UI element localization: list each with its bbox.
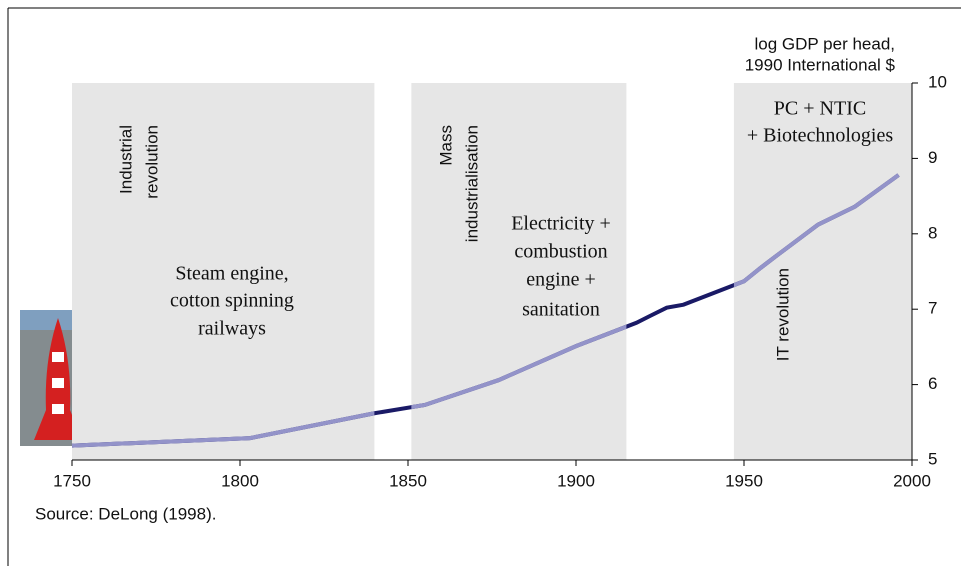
x-tick-label: 1800: [221, 471, 259, 490]
period-note: + Biotechnologies: [747, 125, 893, 147]
y-tick-label: 8: [928, 223, 937, 242]
period-note: sanitation: [522, 299, 600, 321]
x-tick-label: 1850: [389, 471, 427, 490]
period-label: IT revolution: [773, 268, 792, 361]
period-label: industrialisation: [462, 125, 481, 242]
x-tick-label: 1900: [557, 471, 595, 490]
period-label: revolution: [142, 125, 161, 199]
y-tick-label: 5: [928, 449, 937, 468]
period-note: combustion: [514, 241, 607, 263]
period-band: [72, 83, 375, 460]
y-axis-label: log GDP per head,: [755, 34, 896, 53]
period-note: Steam engine,: [175, 263, 288, 285]
source: Source: DeLong (1998).: [35, 504, 216, 523]
period-note: engine +: [526, 269, 596, 291]
period-note: Electricity +: [511, 213, 611, 235]
y-axis-label: 1990 International $: [745, 55, 896, 74]
period-note: railways: [198, 318, 266, 340]
x-tick-label: 2000: [893, 471, 931, 490]
period-note: cotton spinning: [170, 290, 294, 312]
y-tick-label: 10: [928, 72, 947, 91]
y-tick-label: 6: [928, 374, 937, 393]
period-band: [733, 83, 912, 460]
x-tick-label: 1950: [725, 471, 763, 490]
period-label: Industrial: [116, 125, 135, 194]
y-tick-label: 7: [928, 299, 937, 318]
x-tick-label: 1750: [53, 471, 91, 490]
period-label: Mass: [436, 125, 455, 166]
y-tick-label: 9: [928, 148, 937, 167]
period-note: PC + NTIC: [774, 98, 866, 120]
